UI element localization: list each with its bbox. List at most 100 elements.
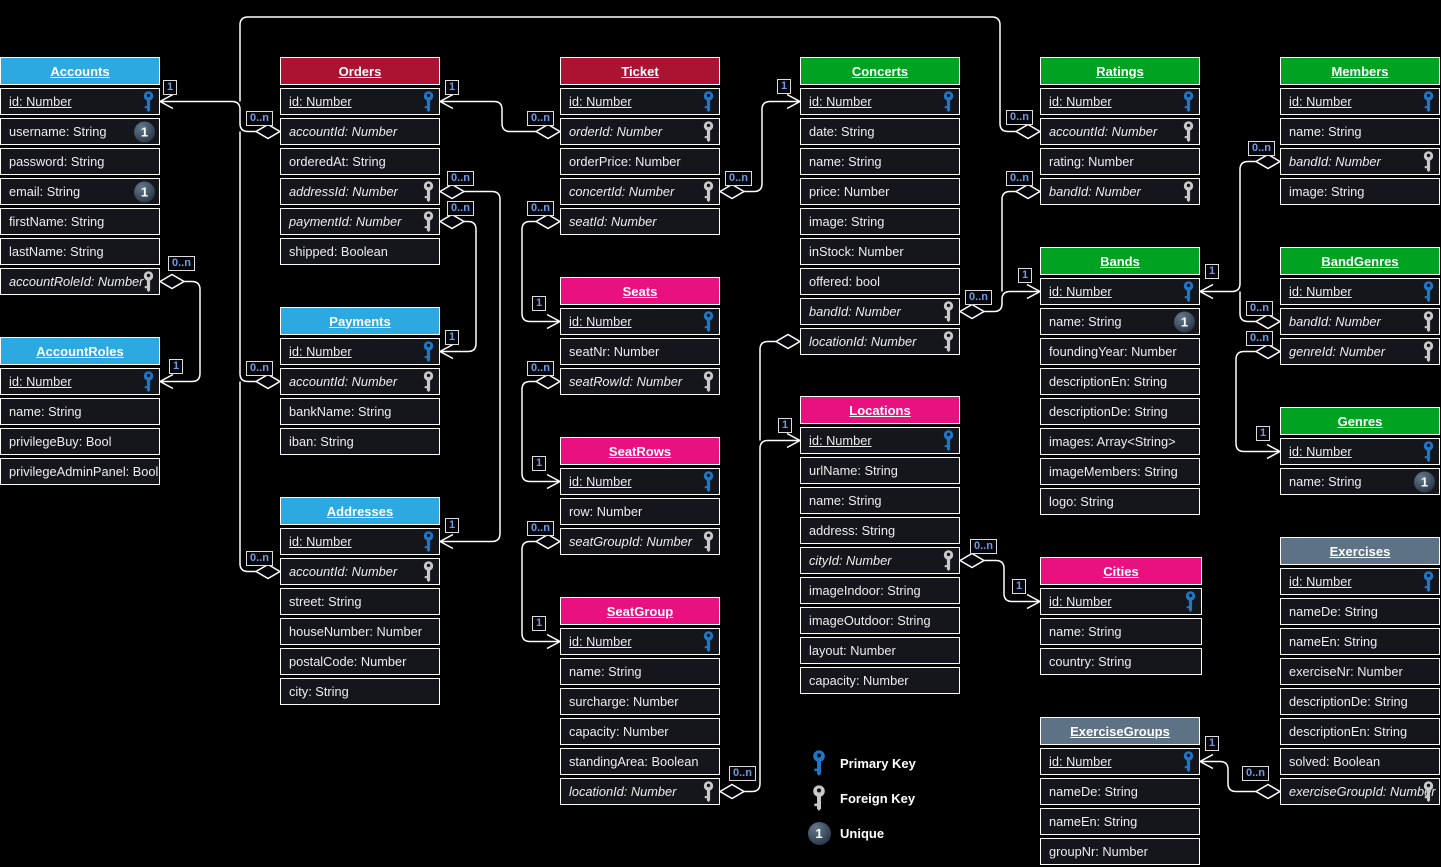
- table-row[interactable]: accountRoleId: Number: [0, 268, 160, 295]
- table-row[interactable]: date: String: [800, 118, 960, 145]
- table-row[interactable]: seatId: Number: [560, 208, 720, 235]
- table-row[interactable]: email: String 1: [0, 178, 160, 205]
- table-row[interactable]: id: Number: [560, 308, 720, 335]
- table-genres[interactable]: Genres id: Number name: String 1: [1280, 407, 1440, 498]
- table-header[interactable]: ExerciseGroups: [1040, 717, 1200, 745]
- table-row[interactable]: solved: Boolean: [1280, 748, 1440, 775]
- table-row[interactable]: images: Array<String>: [1040, 428, 1200, 455]
- table-row[interactable]: privilegeBuy: Bool: [0, 428, 160, 455]
- table-row[interactable]: postalCode: Number: [280, 648, 440, 675]
- table-header[interactable]: Exercises: [1280, 537, 1440, 565]
- table-header[interactable]: Bands: [1040, 247, 1200, 275]
- table-header[interactable]: Cities: [1040, 557, 1202, 585]
- table-row[interactable]: cityId: Number: [800, 547, 960, 574]
- table-row[interactable]: id: Number: [560, 88, 720, 115]
- table-row[interactable]: accountId: Number: [280, 368, 440, 395]
- table-header[interactable]: Concerts: [800, 57, 960, 85]
- table-exercisegroups[interactable]: ExerciseGroups id: Number nameDe: String n…: [1040, 717, 1200, 867]
- table-row[interactable]: password: String: [0, 148, 160, 175]
- table-header[interactable]: Accounts: [0, 57, 160, 85]
- table-row[interactable]: inStock: Number: [800, 238, 960, 265]
- table-row[interactable]: id: Number: [800, 427, 960, 454]
- table-row[interactable]: accountId: Number: [280, 118, 440, 145]
- table-header[interactable]: Ticket: [560, 57, 720, 85]
- table-row[interactable]: surcharge: Number: [560, 688, 720, 715]
- table-row[interactable]: iban: String: [280, 428, 440, 455]
- table-row[interactable]: privilegeAdminPanel: Bool: [0, 458, 160, 485]
- table-row[interactable]: nameDe: String: [1040, 778, 1200, 805]
- table-header[interactable]: Ratings: [1040, 57, 1200, 85]
- table-row[interactable]: bandId: Number: [1280, 148, 1440, 175]
- table-row[interactable]: id: Number: [1040, 278, 1200, 305]
- table-addresses[interactable]: Addresses id: Number accountId: Number st…: [280, 497, 440, 708]
- table-row[interactable]: id: Number: [0, 88, 160, 115]
- table-row[interactable]: id: Number: [1040, 748, 1200, 775]
- table-row[interactable]: city: String: [280, 678, 440, 705]
- table-ticket[interactable]: Ticket id: Number orderId: Number orderPr…: [560, 57, 720, 238]
- table-row[interactable]: standingArea: Boolean: [560, 748, 720, 775]
- table-cities[interactable]: Cities id: Number name: String country: St…: [1040, 557, 1202, 678]
- table-row[interactable]: id: Number: [1040, 588, 1202, 615]
- table-concerts[interactable]: Concerts id: Number date: String name: Str…: [800, 57, 960, 358]
- table-row[interactable]: row: Number: [560, 498, 720, 525]
- table-header[interactable]: Members: [1280, 57, 1440, 85]
- table-row[interactable]: rating: Number: [1040, 148, 1200, 175]
- table-row[interactable]: seatRowId: Number: [560, 368, 720, 395]
- table-row[interactable]: name: String: [1040, 618, 1202, 645]
- table-header[interactable]: AccountRoles: [0, 337, 160, 365]
- table-row[interactable]: id: Number: [280, 338, 440, 365]
- table-header[interactable]: SeatGroup: [560, 597, 720, 625]
- table-row[interactable]: lastName: String: [0, 238, 160, 265]
- table-row[interactable]: nameEn: String: [1280, 628, 1440, 655]
- table-row[interactable]: id: Number: [280, 528, 440, 555]
- table-header[interactable]: Orders: [280, 57, 440, 85]
- table-row[interactable]: seatGroupId: Number: [560, 528, 720, 555]
- table-accounts[interactable]: Accounts id: Number username: String 1 pass…: [0, 57, 160, 298]
- table-row[interactable]: orderId: Number: [560, 118, 720, 145]
- table-header[interactable]: Genres: [1280, 407, 1440, 435]
- table-row[interactable]: bandId: Number: [1040, 178, 1200, 205]
- table-row[interactable]: logo: String: [1040, 488, 1200, 515]
- table-row[interactable]: exerciseGroupId: Number: [1280, 778, 1440, 805]
- table-header[interactable]: SeatRows: [560, 437, 720, 465]
- table-row[interactable]: nameDe: String: [1280, 598, 1440, 625]
- table-row[interactable]: name: String: [560, 658, 720, 685]
- table-row[interactable]: id: Number: [1280, 88, 1440, 115]
- table-accountroles[interactable]: AccountRoles id: Number name: String privi…: [0, 337, 160, 488]
- table-row[interactable]: descriptionDe: String: [1040, 398, 1200, 425]
- table-row[interactable]: id: Number: [560, 628, 720, 655]
- table-row[interactable]: houseNumber: Number: [280, 618, 440, 645]
- table-row[interactable]: country: String: [1040, 648, 1202, 675]
- table-row[interactable]: descriptionEn: String: [1280, 718, 1440, 745]
- table-row[interactable]: paymentId: Number: [280, 208, 440, 235]
- table-row[interactable]: addressId: Number: [280, 178, 440, 205]
- table-row[interactable]: name: String 1: [1280, 468, 1440, 495]
- table-row[interactable]: address: String: [800, 517, 960, 544]
- table-header[interactable]: Addresses: [280, 497, 440, 525]
- table-row[interactable]: seatNr: Number: [560, 338, 720, 365]
- table-row[interactable]: id: Number: [1280, 278, 1440, 305]
- table-bandgenres[interactable]: BandGenres id: Number bandId: Number genr…: [1280, 247, 1440, 368]
- table-row[interactable]: id: Number: [560, 468, 720, 495]
- table-row[interactable]: price: Number: [800, 178, 960, 205]
- table-header[interactable]: Payments: [280, 307, 440, 335]
- table-header[interactable]: Locations: [800, 396, 960, 424]
- table-row[interactable]: urlName: String: [800, 457, 960, 484]
- table-seatrows[interactable]: SeatRows id: Number row: Number seatGroupI…: [560, 437, 720, 558]
- table-header[interactable]: Seats: [560, 277, 720, 305]
- table-row[interactable]: orderedAt: String: [280, 148, 440, 175]
- table-row[interactable]: orderPrice: Number: [560, 148, 720, 175]
- table-row[interactable]: imageIndoor: String: [800, 577, 960, 604]
- table-bands[interactable]: Bands id: Number name: String 1 foundingYea…: [1040, 247, 1200, 518]
- table-row[interactable]: capacity: Number: [800, 667, 960, 694]
- table-locations[interactable]: Locations id: Number urlName: String name:…: [800, 396, 960, 697]
- table-header[interactable]: BandGenres: [1280, 247, 1440, 275]
- table-row[interactable]: name: String: [1280, 118, 1440, 145]
- table-row[interactable]: genreId: Number: [1280, 338, 1440, 365]
- table-row[interactable]: descriptionDe: String: [1280, 688, 1440, 715]
- table-row[interactable]: id: Number: [1040, 88, 1200, 115]
- table-row[interactable]: accountId: Number: [1040, 118, 1200, 145]
- table-seatgroup[interactable]: SeatGroup id: Number name: String surcharg…: [560, 597, 720, 808]
- table-row[interactable]: id: Number: [280, 88, 440, 115]
- table-row[interactable]: locationId: Number: [800, 328, 960, 355]
